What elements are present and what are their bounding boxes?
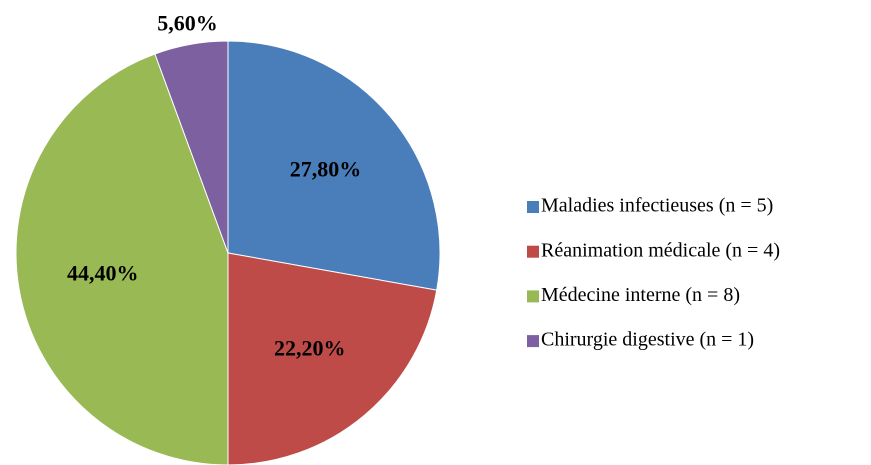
legend-swatch	[527, 290, 539, 303]
legend-swatch	[527, 245, 539, 258]
legend-swatch	[527, 201, 539, 213]
legend-label: Médecine interne (n = 8)	[541, 284, 740, 306]
legend-label: Maladies infectieuses (n = 5)	[541, 195, 773, 217]
pie-slice	[154, 40, 229, 254]
value-label: 5,60%	[157, 11, 218, 36]
value-label: 27,80%	[290, 156, 362, 181]
value-label: 44,40%	[67, 260, 139, 285]
legend-swatch	[527, 335, 539, 348]
pie-slice	[15, 53, 229, 465]
legend-label: Réanimation médicale (n = 4)	[541, 239, 780, 261]
pie-slice	[227, 252, 438, 465]
value-label: 22,20%	[274, 336, 346, 361]
legend-label: Chirurgie digestive (n = 1)	[541, 329, 754, 351]
pie-slice	[227, 40, 441, 291]
